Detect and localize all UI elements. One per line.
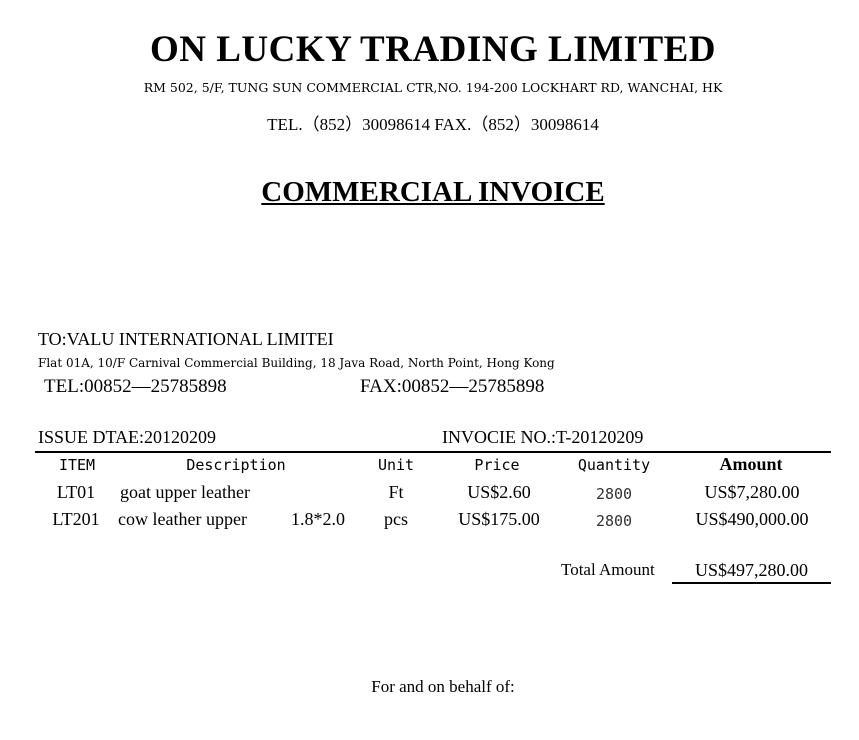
row-amount: US$7,280.00 — [704, 482, 800, 502]
header-price: Price — [474, 456, 520, 474]
row-unit: pcs — [384, 509, 408, 529]
recipient-tel: TEL:00852—25785898 — [44, 376, 227, 397]
signature-line: For and on behalf of: — [371, 677, 515, 696]
row-price: US$2.60 — [467, 482, 531, 502]
total-label: Total Amount — [561, 560, 655, 579]
company-name: ON LUCKY TRADING LIMITED — [149, 29, 717, 70]
row-price: US$175.00 — [458, 509, 540, 529]
header-item: ITEM — [58, 456, 96, 474]
recipient-address: Flat 01A, 10/F Carnival Commercial Build… — [38, 356, 555, 370]
row-amount: US$490,000.00 — [695, 509, 809, 529]
row-unit: Ft — [388, 482, 404, 502]
document-title: COMMERCIAL INVOICE — [261, 176, 605, 208]
issue-date: ISSUE DTAE:20120209 — [38, 427, 217, 447]
company-contact: TEL.（852）30098614 FAX.（852）30098614 — [267, 115, 599, 134]
row-quantity: 2800 — [595, 512, 633, 530]
total-amount: US$497,280.00 — [672, 560, 831, 584]
invoice-number: INVOCIE NO.:T-20120209 — [442, 427, 644, 447]
company-address: RM 502, 5/F, TUNG SUN COMMERCIAL CTR,NO.… — [143, 80, 723, 95]
row-quantity: 2800 — [595, 485, 633, 503]
row-item: LT01 — [56, 482, 96, 502]
recipient-fax: FAX:00852—25785898 — [360, 376, 545, 397]
header-amount: Amount — [719, 454, 783, 474]
row-description: cow leather upper — [118, 509, 247, 529]
row-item: LT201 — [52, 509, 100, 529]
header-description: Description — [186, 456, 286, 474]
row-size: 1.8*2.0 — [291, 509, 345, 529]
row-description: goat upper leather — [120, 482, 250, 502]
header-unit: Unit — [377, 456, 415, 474]
header-divider — [35, 451, 831, 453]
header-quantity: Quantity — [577, 456, 651, 474]
recipient-name: TO:VALU INTERNATIONAL LIMITEI — [38, 329, 334, 349]
